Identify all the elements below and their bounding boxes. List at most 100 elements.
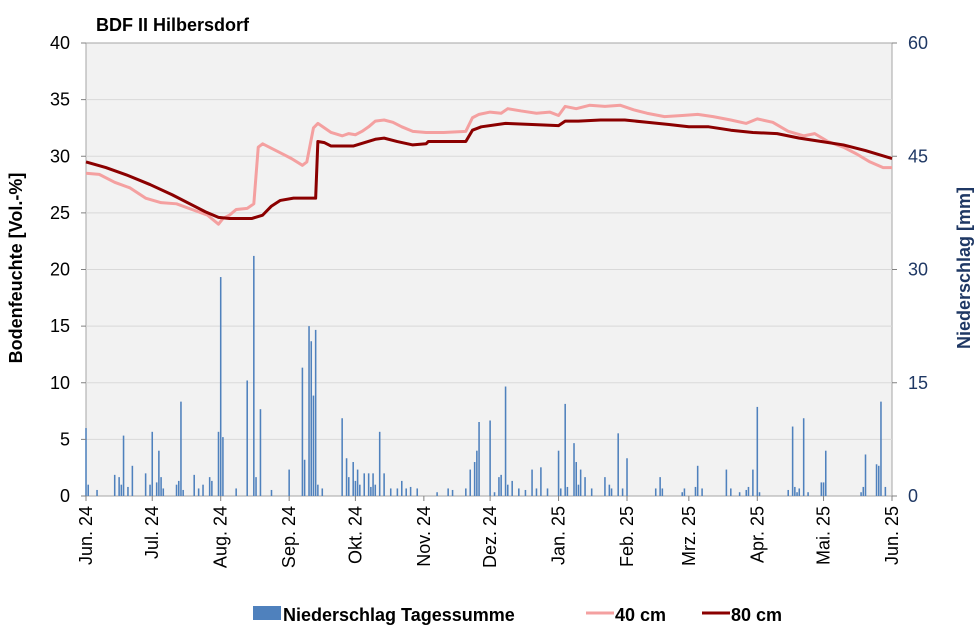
precipitation-bar: [659, 477, 661, 497]
precipitation-bar: [822, 482, 825, 496]
precipitation-bar: [405, 488, 407, 496]
precipitation-bar: [158, 450, 160, 496]
precipitation-bar: [791, 426, 794, 496]
precipitation-bar: [498, 477, 500, 497]
precipitation-bar: [747, 486, 750, 496]
precipitation-bar: [122, 435, 125, 496]
precipitation-bar: [354, 480, 357, 496]
legend-swatch-precipitation: [253, 606, 281, 620]
precipitation-bar: [447, 488, 449, 496]
x-tick-label: Mai. 25: [814, 506, 834, 565]
precipitation-bar: [451, 489, 454, 496]
precipitation-bar: [370, 486, 372, 496]
precipitation-bar: [348, 477, 350, 497]
left-tick-label: 30: [50, 146, 70, 166]
precipitation-bar: [796, 492, 798, 496]
legend-label-40cm: 40 cm: [615, 605, 666, 625]
precipitation-bar: [608, 484, 611, 496]
precipitation-bar: [573, 443, 575, 496]
left-axis-title: Bodenfeuchte [Vol.-%]: [6, 173, 26, 364]
right-tick-label: 45: [908, 146, 928, 166]
precipitation-bar: [610, 488, 613, 496]
precipitation-bar: [694, 486, 697, 496]
precipitation-bar: [493, 492, 496, 496]
precipitation-bars: [85, 255, 887, 497]
precipitation-bar: [317, 484, 319, 496]
precipitation-bar: [219, 277, 222, 496]
precipitation-bar: [211, 480, 213, 496]
precipitation-bar: [507, 484, 509, 496]
precipitation-bar: [604, 477, 606, 497]
precipitation-bar: [880, 401, 882, 497]
precipitation-bar: [303, 459, 306, 496]
right-tick-label: 15: [908, 373, 928, 393]
left-tick-label: 35: [50, 90, 70, 110]
precipitation-bar: [202, 484, 204, 496]
left-y-axis: 0 5 10 15 20 25 30 35 40: [50, 33, 86, 506]
precipitation-bar: [730, 488, 732, 496]
precipitation-bar: [738, 492, 741, 496]
x-axis: Jun. 24 Jul. 24 Aug. 24 Sep. 24 Okt. 24 Nov. …: [76, 496, 902, 568]
legend-label-precipitation: Niederschlag Tagessumme: [283, 605, 515, 625]
precipitation-bar: [383, 473, 385, 496]
precipitation-bar: [584, 477, 586, 497]
precipitation-bar: [535, 488, 538, 496]
precipitation-bar: [436, 492, 438, 496]
x-tick-label: Jun. 24: [76, 506, 96, 565]
right-y-axis: 0 15 30 45 60: [892, 33, 928, 506]
precipitation-bar: [301, 367, 304, 496]
x-tick-label: Aug. 24: [211, 506, 231, 568]
precipitation-bar: [758, 492, 761, 496]
x-tick-label: Mrz. 25: [679, 506, 699, 566]
precipitation-bar: [681, 492, 683, 496]
precipitation-bar: [182, 489, 184, 496]
x-tick-label: Jan. 25: [549, 506, 569, 565]
x-tick-label: Apr. 25: [747, 506, 767, 563]
precipitation-bar: [626, 458, 628, 496]
precipitation-bar: [246, 380, 248, 496]
precipitation-bar: [374, 484, 377, 496]
precipitation-bar: [253, 255, 255, 496]
precipitation-bar: [546, 488, 549, 496]
precipitation-bar: [162, 488, 165, 496]
precipitation-bar: [149, 484, 151, 496]
precipitation-bar: [683, 488, 686, 496]
precipitation-bar: [175, 484, 178, 496]
precipitation-bar: [654, 488, 657, 496]
precipitation-bar: [255, 477, 257, 497]
precipitation-bar: [862, 486, 865, 496]
right-tick-label: 0: [908, 486, 918, 506]
precipitation-bar: [756, 406, 759, 496]
precipitation-bar: [352, 462, 354, 496]
precipitation-bar: [341, 418, 343, 496]
precipitation-bar: [511, 480, 513, 496]
chart-title: BDF II Hilbersdorf: [96, 15, 250, 35]
moisture-lines: [85, 103, 893, 226]
precipitation-bar: [531, 469, 533, 496]
precipitation-bar: [476, 450, 478, 496]
precipitation-bar: [617, 433, 619, 496]
precipitation-bar: [416, 488, 419, 496]
precipitation-bar: [363, 473, 366, 496]
precipitation-bar: [877, 465, 880, 496]
precipitation-bar: [500, 474, 502, 496]
precipitation-bar: [85, 428, 87, 496]
precipitation-bar: [884, 486, 887, 496]
left-tick-label: 20: [50, 260, 70, 280]
left-tick-label: 5: [60, 429, 70, 449]
precipitation-bar: [151, 431, 154, 496]
precipitation-bar: [524, 489, 527, 496]
precipitation-bar: [564, 403, 566, 496]
precipitation-bar: [378, 431, 381, 496]
precipitation-bar: [798, 488, 801, 496]
x-tick-label: Jun. 25: [882, 506, 902, 565]
precipitation-bar: [864, 454, 867, 496]
precipitation-bar: [310, 341, 313, 496]
precipitation-bar: [518, 488, 520, 496]
precipitation-bar: [367, 473, 370, 496]
precipitation-bar: [696, 465, 699, 496]
precipitation-bar: [308, 326, 310, 497]
precipitation-bar: [557, 450, 560, 496]
precipitation-bar: [180, 401, 182, 497]
